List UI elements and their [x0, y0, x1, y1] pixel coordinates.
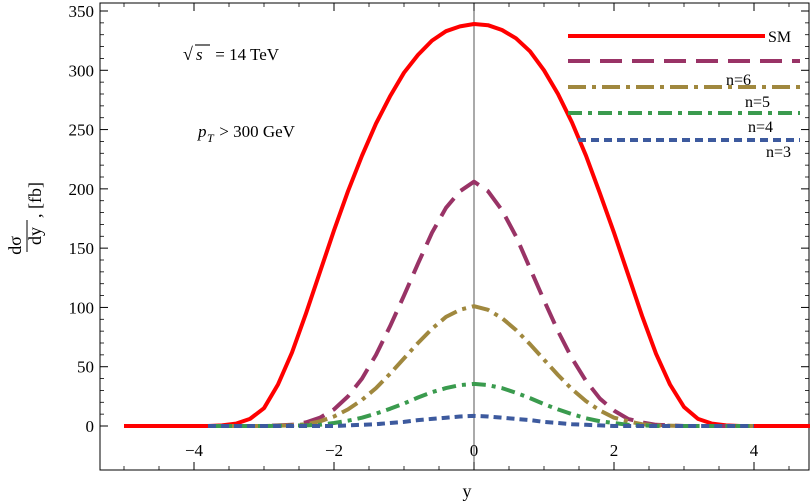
y-tick-label: 150	[69, 239, 95, 258]
legend-label-n5: n=5	[745, 94, 770, 111]
pt-sub-label: T	[207, 131, 215, 145]
y-tick-label: 0	[86, 417, 95, 436]
x-tick-label: 4	[750, 441, 759, 460]
legend-label-SM: SM	[768, 29, 791, 46]
y-tick-label: 350	[69, 2, 95, 21]
y-axis-title: dσ dy , [fb]	[5, 182, 45, 255]
legend-label-n3: n=3	[766, 144, 791, 161]
energy-label: = 14 TeV	[211, 45, 280, 64]
y-tick-label: 200	[69, 180, 95, 199]
annotation-energy: √ s = 14 TeV	[183, 44, 280, 64]
plot-frame	[99, 2, 810, 471]
legend-label-n6: n=6	[726, 72, 751, 89]
legend-label-n4: n=4	[748, 119, 773, 136]
axes-layer: 0 50 100 150 200 250 300 350 −4 −2 0 2 4	[69, 2, 810, 471]
pt-p-label: p	[197, 122, 207, 141]
series-layer	[124, 22, 810, 428]
sqrt-s-label: s	[196, 45, 203, 64]
sqrt-symbol: √	[183, 44, 193, 64]
series-line-n3	[208, 413, 754, 428]
y-axis-title-denominator: dy	[25, 227, 45, 245]
y-tick-label: 50	[77, 358, 94, 377]
y-axis-title-unit: , [fb]	[25, 182, 45, 218]
series-line-SM	[124, 22, 810, 428]
x-tick-label: 2	[610, 441, 619, 460]
x-axis-title: y	[463, 481, 472, 501]
legend: SM n=6 n=5 n=4 n=3	[568, 29, 800, 161]
x-tick-label: −2	[325, 441, 343, 460]
x-tick-label: 0	[470, 441, 479, 460]
series-line-n4	[208, 381, 754, 428]
series-line-n6	[208, 179, 754, 428]
series-line-n5	[208, 304, 754, 428]
x-tick-label: −4	[185, 441, 204, 460]
y-axis-title-numerator: dσ	[5, 236, 25, 255]
pt-cut-label: > 300 GeV	[215, 122, 296, 141]
y-tick-label: 100	[69, 298, 95, 317]
annotation-pt-cut: p T > 300 GeV	[197, 122, 296, 145]
y-tick-label: 250	[69, 121, 95, 140]
y-tick-label: 300	[69, 61, 95, 80]
